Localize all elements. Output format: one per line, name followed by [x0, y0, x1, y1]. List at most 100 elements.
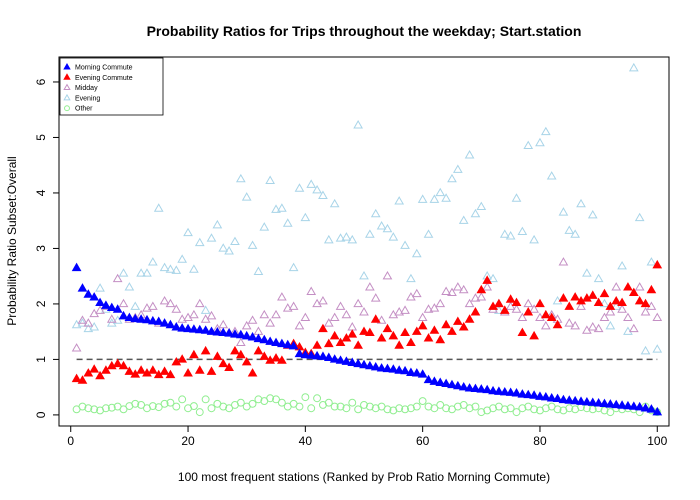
point-evening-commute: [529, 330, 539, 340]
point-morning-commute: [177, 323, 188, 332]
point-morning-commute: [634, 401, 645, 411]
point-evening-commute: [447, 326, 457, 335]
point-other: [172, 402, 181, 411]
point-other: [277, 398, 286, 407]
point-midday: [365, 282, 375, 291]
point-evening: [288, 262, 299, 272]
point-evening-commute: [253, 345, 264, 355]
point-midday: [523, 298, 534, 308]
point-midday: [435, 298, 446, 308]
point-other: [565, 404, 574, 413]
point-evening: [517, 226, 528, 236]
point-other: [137, 400, 146, 409]
point-evening: [194, 237, 205, 247]
series-evening-commute: [71, 259, 663, 384]
point-other: [395, 404, 404, 413]
point-midday: [194, 298, 205, 308]
point-evening: [587, 209, 598, 219]
point-evening: [265, 175, 276, 184]
point-midday: [77, 315, 88, 324]
point-midday: [458, 284, 469, 294]
point-morning-commute: [265, 336, 276, 345]
point-midday: [241, 320, 252, 330]
point-evening: [165, 264, 176, 273]
point-evening-commute: [271, 353, 281, 362]
series-evening: [71, 62, 663, 355]
series-morning-commute: [71, 262, 663, 416]
point-evening: [153, 203, 164, 212]
point-evening-commute: [593, 297, 604, 307]
point-evening: [77, 318, 88, 327]
point-other: [84, 404, 93, 413]
point-evening: [277, 203, 287, 212]
point-morning-commute: [488, 385, 498, 395]
y-tick-label: 2: [34, 300, 48, 307]
point-morning-commute: [318, 351, 328, 360]
point-midday: [294, 320, 305, 330]
legend-marker-evening-commute: [63, 73, 71, 80]
point-other: [348, 398, 357, 407]
point-evening: [429, 194, 440, 203]
legend-marker-morning-commute: [63, 62, 71, 70]
point-other: [78, 402, 87, 411]
point-other: [254, 395, 263, 404]
point-morning-commute: [576, 396, 586, 405]
point-morning-commute: [77, 283, 88, 292]
point-evening: [570, 229, 581, 238]
point-morning-commute: [323, 352, 334, 361]
point-other: [465, 404, 474, 413]
point-evening: [376, 221, 387, 230]
point-other: [489, 404, 497, 413]
point-evening: [505, 231, 516, 240]
point-evening: [224, 246, 234, 255]
legend: Morning Commute Evening Commute Midday Even…: [59, 57, 164, 116]
point-evening-commute: [452, 316, 463, 325]
point-evening-commute: [206, 366, 217, 375]
point-evening-commute: [370, 314, 381, 323]
point-evening: [582, 268, 592, 277]
point-morning-commute: [241, 330, 252, 340]
point-evening: [271, 204, 281, 213]
point-evening: [323, 234, 334, 244]
point-evening: [382, 223, 393, 233]
point-other: [119, 405, 128, 414]
point-morning-commute: [646, 404, 657, 413]
point-morning-commute: [247, 332, 258, 341]
point-evening: [335, 233, 346, 242]
point-other: [506, 404, 515, 413]
point-morning-commute: [212, 327, 223, 336]
point-evening: [136, 268, 146, 277]
point-midday: [159, 295, 170, 305]
point-other: [371, 404, 380, 413]
point-evening: [394, 196, 405, 205]
point-evening: [183, 227, 193, 237]
point-morning-commute: [523, 389, 534, 399]
point-morning-commute: [335, 355, 346, 364]
point-evening: [347, 234, 358, 244]
point-other: [330, 402, 339, 411]
point-morning-commute: [464, 383, 475, 392]
point-midday: [470, 293, 481, 302]
point-midday: [382, 270, 393, 280]
point-other: [512, 408, 521, 417]
point-midday: [277, 292, 287, 301]
point-midday: [376, 315, 387, 324]
point-morning-commute: [570, 395, 581, 405]
point-other: [412, 402, 421, 411]
point-morning-commute: [347, 357, 358, 366]
point-evening: [306, 179, 317, 188]
point-evening: [241, 192, 252, 201]
point-evening: [441, 193, 451, 202]
point-evening-commute: [535, 298, 545, 308]
point-morning-commute: [535, 391, 545, 400]
point-other: [336, 402, 345, 411]
point-evening: [142, 268, 152, 277]
point-evening-commute: [394, 340, 405, 349]
point-morning-commute: [118, 310, 129, 320]
point-morning-commute: [511, 388, 522, 397]
point-morning-commute: [235, 329, 246, 339]
point-evening-commute: [599, 288, 610, 298]
point-evening-commute: [441, 319, 451, 329]
legend-marker-midday: [63, 83, 71, 91]
plot-frame: [58, 56, 670, 427]
